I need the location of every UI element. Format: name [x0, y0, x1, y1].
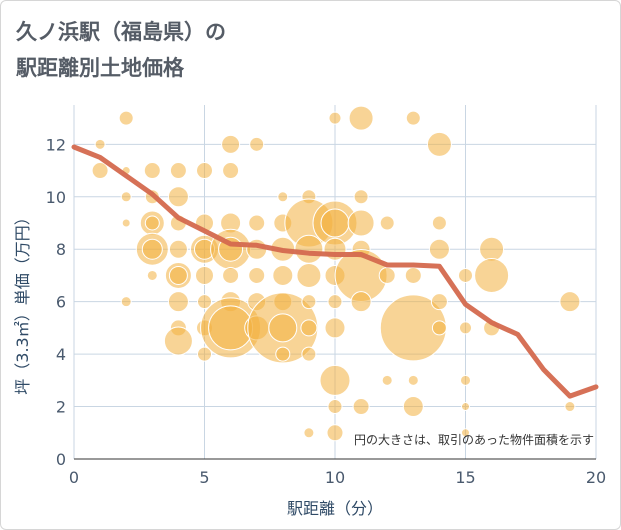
bubble — [169, 162, 187, 180]
bubble — [120, 296, 132, 308]
x-tick-label: 15 — [455, 468, 475, 487]
bubble — [347, 209, 375, 237]
bubble — [426, 131, 452, 157]
bubble — [249, 136, 265, 152]
trend-layer — [71, 144, 599, 399]
x-tick-label: 0 — [69, 468, 79, 487]
bubble — [404, 266, 422, 284]
tick-labels: 0 5 10 15 20 0 2 4 6 8 10 12 — [46, 135, 607, 487]
bubble — [428, 238, 450, 260]
bubble — [94, 138, 106, 150]
bubble — [221, 134, 241, 154]
x-axis-label: 駅距離（分） — [287, 499, 383, 518]
y-tick-label: 0 — [56, 450, 66, 469]
bubble — [459, 321, 472, 335]
bubble-size-note: 円の大きさは、取引のあった物件面積を示す — [354, 432, 594, 447]
bubble — [120, 191, 132, 203]
bubble — [118, 110, 134, 126]
bubble — [319, 364, 351, 396]
y-tick-label: 8 — [56, 240, 66, 259]
bubble — [268, 313, 298, 343]
bubble — [248, 214, 266, 232]
bubble — [277, 191, 289, 203]
bubble — [327, 294, 343, 310]
x-tick-label: 5 — [199, 468, 209, 487]
bubble — [479, 236, 505, 262]
bubble — [197, 346, 212, 362]
y-tick-label: 4 — [56, 345, 66, 364]
bubble — [275, 346, 291, 362]
bubble — [350, 291, 372, 313]
bubble — [121, 218, 131, 228]
bubble — [405, 110, 421, 126]
bubble — [458, 267, 473, 283]
bubble — [474, 257, 510, 293]
bubble — [320, 208, 350, 238]
bubble — [352, 398, 370, 416]
bubble — [146, 269, 158, 281]
bubble — [294, 234, 324, 264]
bubble — [430, 293, 448, 311]
bubble — [167, 291, 189, 313]
bubble — [163, 326, 193, 356]
y-axis-label: 坪（3.3㎡）単価（万円） — [13, 209, 32, 394]
chart-title-line1: 久ノ浜駅（福島県）の — [16, 20, 226, 44]
bubble — [353, 189, 369, 205]
bubble — [296, 262, 322, 288]
bubble — [431, 215, 447, 231]
bubble — [195, 265, 214, 285]
bubble — [144, 215, 160, 231]
x-tick-label: 20 — [586, 468, 606, 487]
bubble — [378, 266, 396, 284]
y-tick-label: 12 — [46, 135, 66, 154]
y-tick-label: 10 — [46, 188, 66, 207]
y-tick-label: 2 — [56, 398, 66, 417]
bubble — [143, 162, 161, 180]
bubble — [301, 346, 317, 362]
bubble — [559, 291, 581, 313]
bubble — [248, 266, 266, 284]
bubble — [431, 320, 447, 336]
bubble — [91, 162, 109, 180]
bubble — [379, 215, 395, 231]
bubble — [141, 238, 163, 260]
bubble — [407, 374, 419, 386]
trend-line — [71, 144, 599, 399]
bubble — [222, 162, 240, 180]
bubble — [324, 317, 346, 339]
bubble — [167, 186, 189, 208]
bubble — [222, 266, 240, 284]
bubble — [564, 401, 576, 413]
y-tick-label: 6 — [56, 293, 66, 312]
bubble — [460, 374, 471, 386]
bubble — [327, 399, 343, 415]
chart-title-line2: 駅距離別土地価格 — [16, 56, 184, 80]
bubble — [168, 239, 188, 259]
bubble — [461, 428, 470, 438]
x-tick-label: 10 — [325, 468, 345, 487]
bubble — [272, 264, 294, 286]
bubble — [326, 424, 344, 442]
bubble — [168, 265, 188, 285]
bubble — [381, 374, 393, 386]
bubble — [461, 402, 470, 412]
bubble — [402, 396, 424, 418]
bubble — [196, 162, 213, 180]
bubble — [348, 105, 374, 131]
bubble — [300, 319, 318, 337]
bubble — [197, 294, 212, 310]
bubble-layer — [91, 105, 581, 442]
bubble — [303, 427, 315, 439]
bubble — [328, 111, 342, 125]
bubble — [301, 294, 317, 310]
